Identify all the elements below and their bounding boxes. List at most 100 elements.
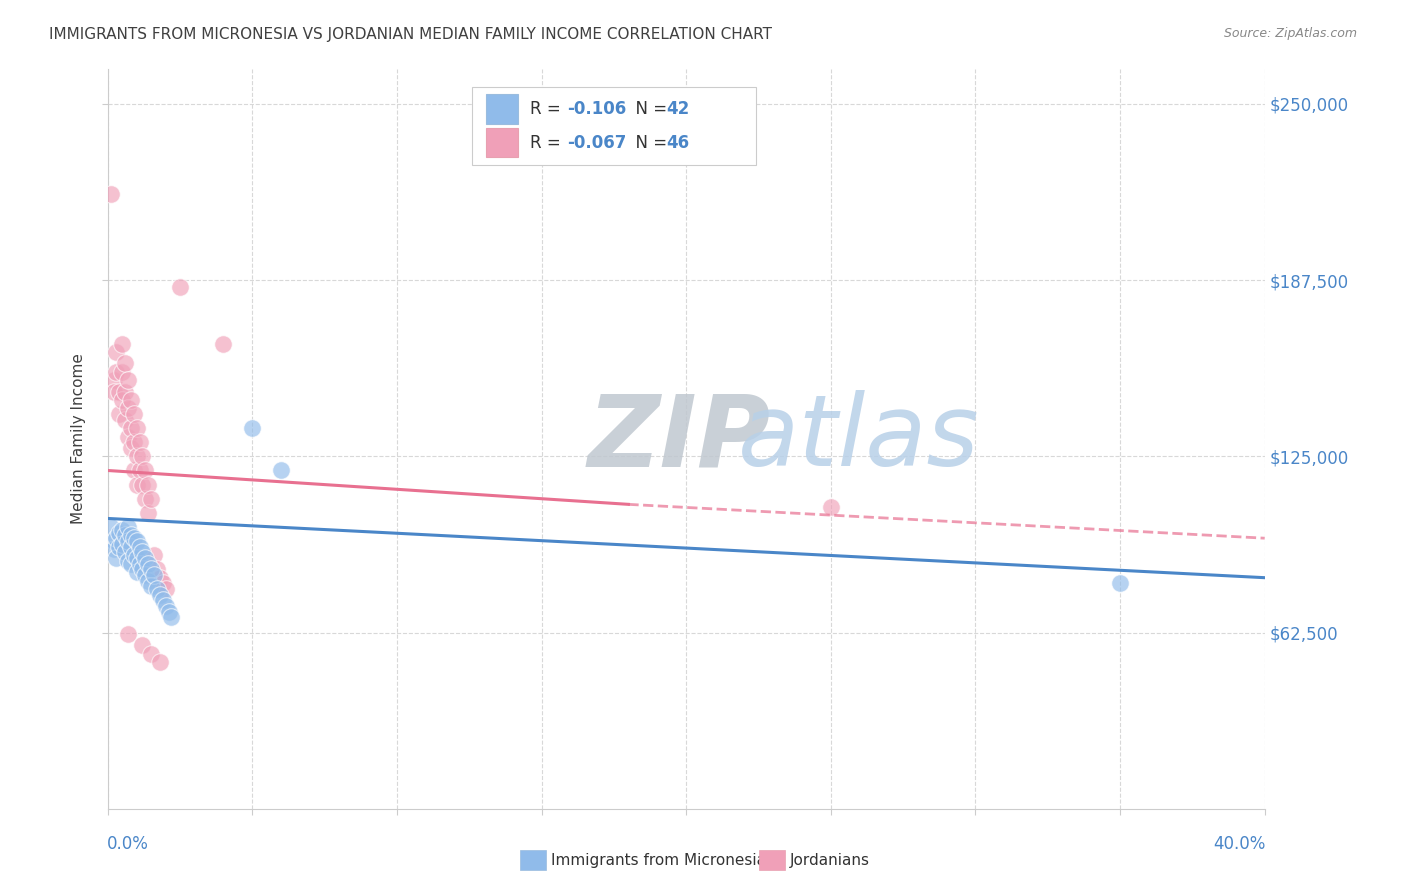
Point (108, 384, 131, 399)
Point (111, 392, 134, 407)
Text: Jordanians: Jordanians (790, 854, 870, 868)
Point (117, 554, 139, 568)
Text: ZIP: ZIP (588, 391, 770, 487)
Point (149, 571, 172, 585)
Point (149, 656, 172, 670)
Text: 42: 42 (666, 100, 690, 119)
Point (155, 582, 177, 596)
Point (131, 639, 153, 653)
Point (108, 525, 131, 540)
Point (122, 407, 145, 421)
Point (131, 450, 153, 464)
Point (111, 537, 134, 551)
Text: Immigrants from Micronesia: Immigrants from Micronesia (551, 854, 766, 868)
Point (131, 545, 153, 559)
Point (120, 528, 142, 542)
Point (103, 384, 125, 399)
Text: 40.0%: 40.0% (1213, 835, 1265, 853)
Point (111, 336, 134, 351)
Point (820, 500, 842, 515)
Point (146, 582, 169, 596)
Point (146, 562, 169, 576)
Text: N =: N = (624, 134, 672, 152)
Point (114, 528, 136, 542)
Point (152, 576, 174, 591)
Point (117, 627, 139, 641)
Point (141, 647, 163, 661)
Point (105, 550, 128, 565)
Text: R =: R = (530, 100, 567, 119)
Text: IMMIGRANTS FROM MICRONESIA VS JORDANIAN MEDIAN FAMILY INCOME CORRELATION CHART: IMMIGRANTS FROM MICRONESIA VS JORDANIAN … (49, 27, 772, 42)
Point (120, 441, 142, 455)
Text: atlas: atlas (738, 391, 980, 487)
Point (141, 491, 163, 506)
Point (128, 463, 150, 477)
Point (108, 407, 131, 421)
Text: 46: 46 (666, 134, 690, 152)
Point (134, 463, 156, 477)
Point (131, 562, 153, 576)
Point (270, 463, 292, 477)
FancyBboxPatch shape (486, 128, 519, 157)
Point (114, 356, 136, 370)
Point (125, 550, 148, 565)
Point (120, 392, 142, 407)
Point (122, 435, 145, 450)
FancyBboxPatch shape (486, 95, 519, 124)
Point (155, 599, 177, 613)
Point (117, 534, 139, 549)
Point (128, 540, 150, 554)
Point (143, 567, 166, 582)
Point (105, 365, 128, 379)
Point (143, 548, 166, 562)
Point (114, 545, 136, 559)
Point (120, 421, 142, 435)
Point (100, 520, 122, 534)
Text: R =: R = (530, 134, 567, 152)
Point (136, 506, 159, 520)
Point (149, 588, 172, 602)
Point (141, 562, 163, 576)
Point (128, 557, 150, 571)
Point (136, 477, 159, 491)
Text: Source: ZipAtlas.com: Source: ZipAtlas.com (1223, 27, 1357, 40)
Point (117, 373, 139, 387)
Point (122, 463, 145, 477)
Point (108, 540, 131, 554)
Point (103, 534, 125, 549)
Text: -0.067: -0.067 (567, 134, 627, 152)
Point (105, 345, 128, 359)
Point (136, 574, 159, 588)
Point (122, 548, 145, 562)
Point (134, 567, 156, 582)
Point (136, 557, 159, 571)
Point (100, 187, 122, 202)
Point (125, 421, 148, 435)
Point (105, 531, 128, 545)
Point (152, 593, 174, 607)
Point (128, 435, 150, 450)
Point (114, 413, 136, 427)
Point (120, 540, 142, 554)
Point (114, 384, 136, 399)
Point (117, 401, 139, 416)
Point (125, 534, 148, 549)
Point (111, 523, 134, 537)
Point (125, 477, 148, 491)
Point (134, 491, 156, 506)
Point (1109, 576, 1132, 591)
Point (134, 550, 156, 565)
Text: 0.0%: 0.0% (107, 835, 149, 853)
Point (122, 531, 145, 545)
Point (212, 336, 235, 351)
Point (242, 421, 264, 435)
Point (169, 280, 191, 294)
Point (117, 520, 139, 534)
Point (117, 430, 139, 444)
Point (103, 373, 125, 387)
Y-axis label: Median Family Income: Median Family Income (72, 353, 86, 524)
FancyBboxPatch shape (472, 87, 755, 165)
Point (125, 565, 148, 579)
Point (160, 610, 183, 624)
Point (125, 450, 148, 464)
